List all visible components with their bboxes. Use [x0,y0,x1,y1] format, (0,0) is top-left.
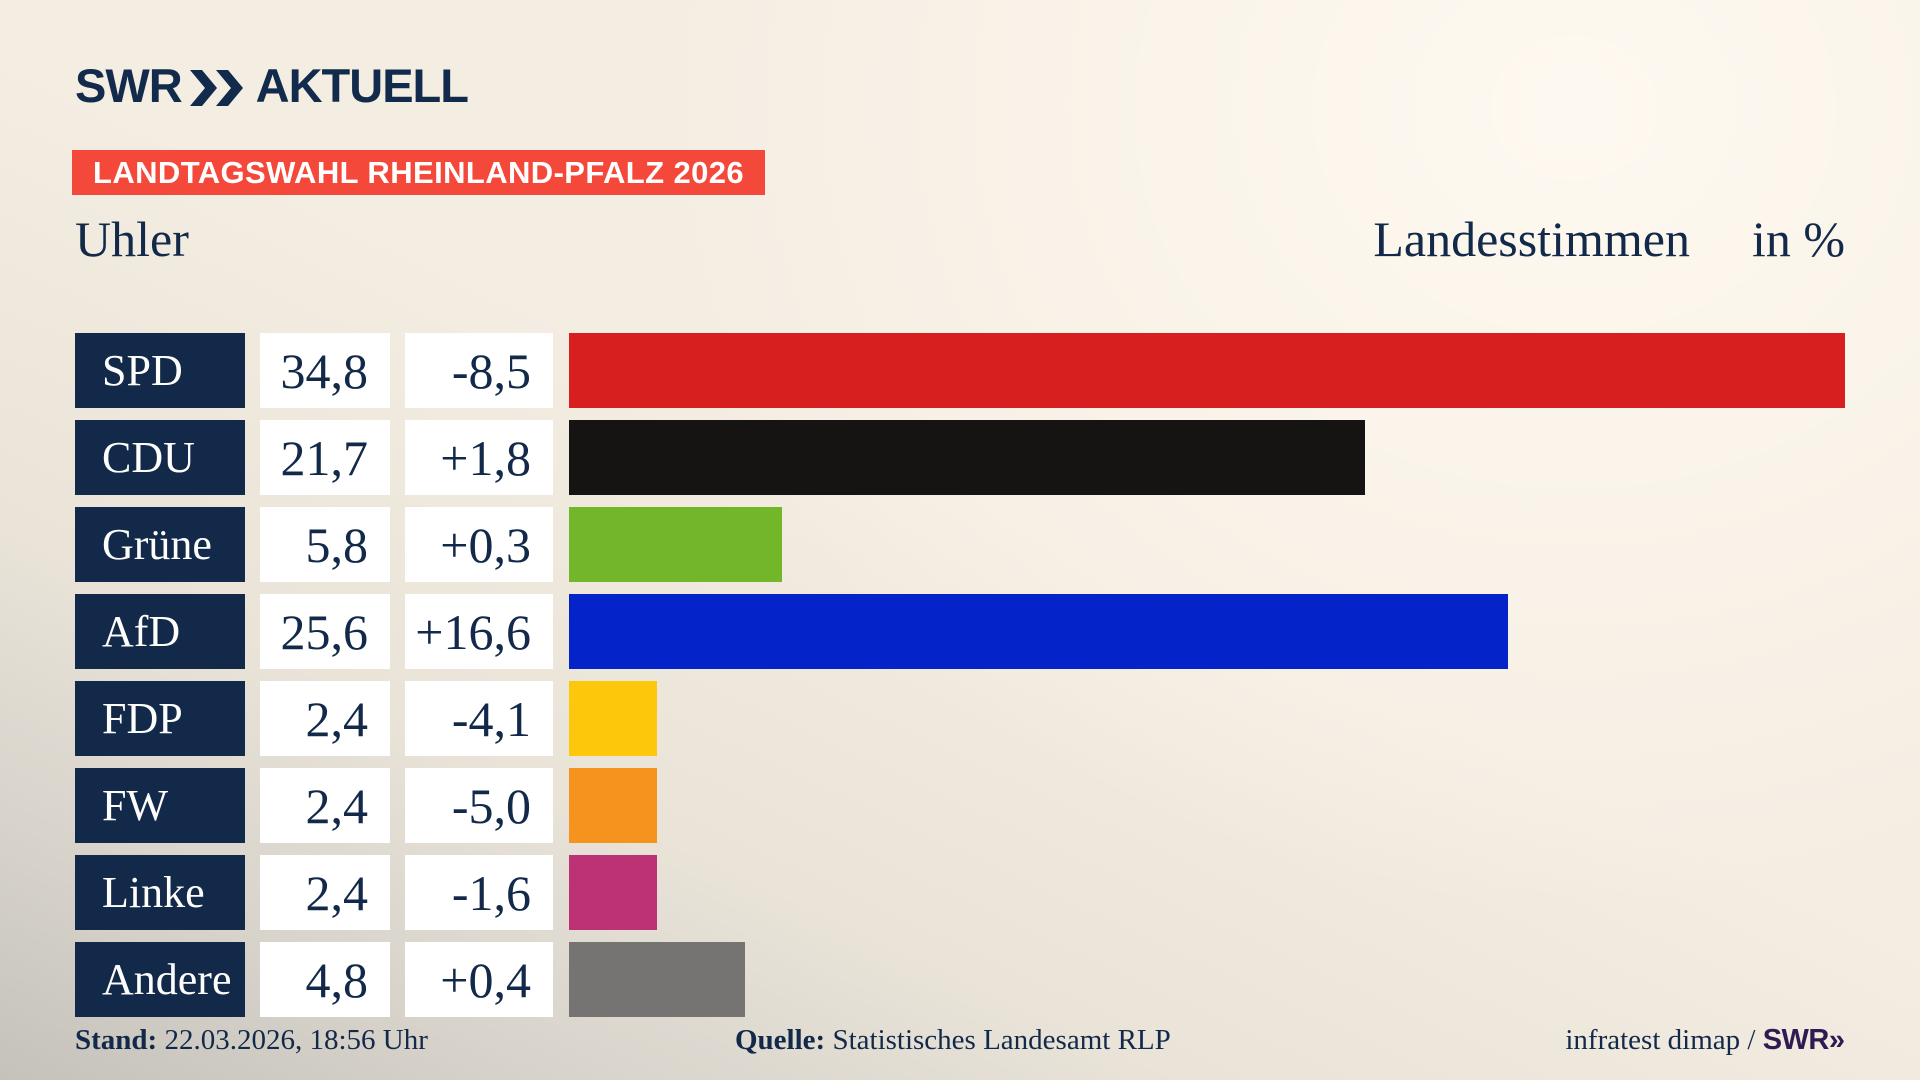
column-gap [553,855,569,930]
party-value: 2,4 [260,855,390,930]
column-gap [390,420,405,495]
column-gap [553,681,569,756]
party-change: -5,0 [405,768,553,843]
column-gap [245,507,260,582]
table-row: FDP 2,4 -4,1 [75,681,1845,756]
party-label: CDU [75,420,245,495]
column-gap [245,333,260,408]
quelle-value: Statistisches Landesamt RLP [832,1024,1171,1056]
table-row: SPD 34,8 -8,5 [75,333,1845,408]
table-row: AfD 25,6 +16,6 [75,594,1845,669]
bar-track [569,420,1845,495]
party-change: -8,5 [405,333,553,408]
bar-track [569,681,1845,756]
party-value: 2,4 [260,681,390,756]
party-value: 5,8 [260,507,390,582]
column-gap [245,855,260,930]
party-value: 25,6 [260,594,390,669]
column-gap [553,420,569,495]
column-gap [390,768,405,843]
result-bar [569,594,1508,669]
column-gap [245,420,260,495]
column-gap [245,681,260,756]
party-value: 4,8 [260,942,390,1017]
footer: Stand: 22.03.2026, 18:56 Uhr Quelle: Sta… [0,1024,1920,1064]
party-label: Grüne [75,507,245,582]
result-bar [569,855,658,930]
result-bar [569,420,1365,495]
party-change: +16,6 [405,594,553,669]
party-label: FW [75,768,245,843]
credit-brand: SWR [1762,1024,1830,1056]
double-chevron-right-icon [189,69,244,106]
result-bar [569,681,658,756]
column-gap [553,942,569,1017]
bar-track [569,768,1845,843]
column-gap [553,507,569,582]
page-title: Uhler [75,211,189,267]
swr-aktuell-logo: SWR AKTUELL [75,58,469,113]
column-gap [390,333,405,408]
party-change: -4,1 [405,681,553,756]
quelle-label: Quelle: [735,1024,833,1056]
party-value: 34,8 [260,333,390,408]
column-gap [245,942,260,1017]
results-table: SPD 34,8 -8,5 CDU 21,7 +1,8 Grüne 5,8 [75,333,1845,1029]
bar-track [569,594,1845,669]
credit-note: infratest dimap / SWR» [1565,1024,1845,1057]
table-row: FW 2,4 -5,0 [75,768,1845,843]
measure-label: Landesstimmen [1373,211,1690,267]
party-change: -1,6 [405,855,553,930]
result-bar [569,507,782,582]
table-row: Linke 2,4 -1,6 [75,855,1845,930]
result-bar [569,333,1845,408]
unit-label: in % [1751,211,1845,267]
party-label: SPD [75,333,245,408]
party-label: AfD [75,594,245,669]
party-change: +1,8 [405,420,553,495]
party-change: +0,3 [405,507,553,582]
stand-value: 22.03.2026, 18:56 Uhr [164,1024,428,1056]
column-gap [390,681,405,756]
result-bar [569,768,658,843]
column-gap [245,768,260,843]
stand-label: Stand: [75,1024,165,1056]
column-gap [390,594,405,669]
logo-suffix-text: AKTUELL [255,59,469,112]
column-gap [390,855,405,930]
table-row: Grüne 5,8 +0,3 [75,507,1845,582]
party-label: Andere [75,942,245,1017]
bar-track [569,855,1845,930]
bar-track [569,333,1845,408]
party-value: 21,7 [260,420,390,495]
column-gap [553,768,569,843]
column-gap [553,594,569,669]
party-value: 2,4 [260,768,390,843]
party-label: FDP [75,681,245,756]
status-timestamp: Stand: 22.03.2026, 18:56 Uhr [75,1024,428,1057]
party-change: +0,4 [405,942,553,1017]
credit-text: infratest dimap / [1565,1024,1756,1056]
table-row: CDU 21,7 +1,8 [75,420,1845,495]
result-bar [569,942,745,1017]
bar-track [569,507,1845,582]
credit-double-chevron-icon: » [1828,1024,1845,1056]
bar-track [569,942,1845,1017]
column-gap [390,942,405,1017]
source-note: Quelle: Statistisches Landesamt RLP [735,1024,1171,1057]
logo-brand-text: SWR [75,59,183,112]
election-badge: LANDTAGSWAHL RHEINLAND-PFALZ 2026 [72,150,766,195]
column-gap [553,333,569,408]
column-gap [245,594,260,669]
measure-title: Landesstimmen in % [1373,210,1845,268]
column-gap [390,507,405,582]
table-row: Andere 4,8 +0,4 [75,942,1845,1017]
party-label: Linke [75,855,245,930]
title-row: Uhler Landesstimmen in % [75,210,1845,268]
